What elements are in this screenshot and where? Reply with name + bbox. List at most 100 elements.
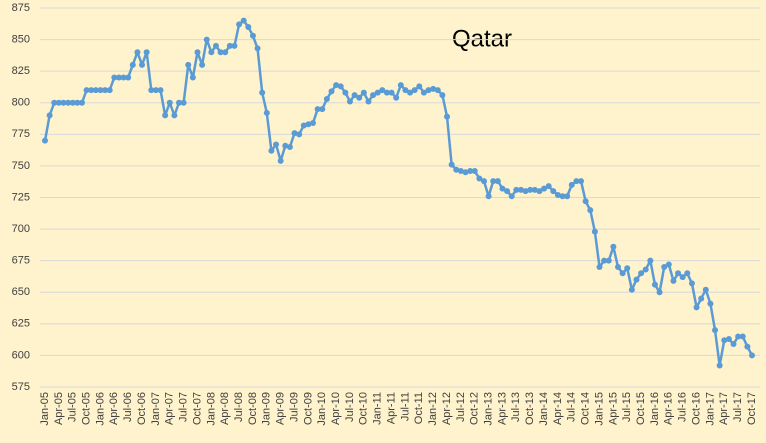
x-tick-label: Jan-11 (372, 392, 384, 425)
marker (337, 83, 344, 90)
marker (480, 178, 487, 185)
marker (642, 266, 649, 273)
marker (739, 333, 746, 340)
marker (51, 99, 58, 106)
marker (439, 92, 446, 99)
marker (263, 109, 270, 116)
marker (300, 122, 307, 129)
marker (171, 112, 178, 119)
x-tick-label: Jul-13 (510, 392, 522, 422)
marker (46, 112, 53, 119)
y-tick-label: 650 (12, 286, 30, 298)
marker (249, 32, 256, 39)
marker (601, 257, 608, 264)
marker (448, 161, 455, 168)
marker (420, 89, 427, 96)
marker (467, 167, 474, 174)
x-tick-label: Jan-05 (39, 392, 51, 426)
y-tick-label: 850 (12, 33, 30, 45)
marker (346, 98, 353, 105)
marker (578, 178, 585, 185)
marker (305, 121, 312, 128)
marker (111, 74, 118, 81)
x-tick-label: Jan-10 (316, 392, 328, 426)
marker (148, 87, 155, 94)
marker (180, 99, 187, 106)
marker (471, 167, 478, 174)
marker (665, 261, 672, 268)
marker (661, 263, 668, 270)
marker (296, 131, 303, 138)
marker (152, 87, 159, 94)
marker (42, 137, 48, 144)
marker (633, 276, 640, 283)
marker (282, 142, 289, 149)
marker (536, 188, 543, 195)
marker (707, 300, 714, 307)
marker (226, 42, 233, 49)
x-tick-label: Jul-12 (455, 392, 467, 422)
y-tick-label: 675 (12, 255, 30, 267)
marker (605, 257, 612, 264)
x-tick-label: Oct-05 (80, 392, 92, 425)
marker (222, 49, 229, 56)
x-tick-label: Oct-10 (358, 392, 370, 425)
x-tick-label: Apr-17 (718, 392, 730, 425)
marker (97, 87, 104, 94)
marker (554, 191, 561, 198)
marker (60, 99, 67, 106)
marker (494, 178, 501, 185)
marker (402, 87, 409, 94)
x-tick-label: Oct-16 (690, 392, 702, 425)
x-tick-label: Apr-09 (275, 392, 287, 425)
marker (619, 270, 626, 277)
y-tick-label: 800 (12, 97, 30, 109)
x-tick-label: Jan-16 (649, 392, 661, 426)
marker (199, 61, 206, 68)
marker (457, 167, 464, 174)
marker (134, 49, 141, 56)
marker (522, 188, 529, 195)
marker (259, 89, 266, 96)
marker (129, 61, 136, 68)
marker (499, 185, 506, 192)
marker (162, 112, 169, 119)
marker (517, 186, 524, 193)
y-tick-label: 875 (12, 2, 30, 14)
y-tick-label: 625 (12, 318, 30, 330)
marker (166, 99, 173, 106)
marker (675, 270, 682, 277)
marker (430, 85, 437, 92)
marker (194, 49, 201, 56)
x-tick-label: Apr-14 (552, 392, 564, 425)
marker (240, 17, 247, 24)
x-tick-label: Jan-12 (427, 392, 439, 426)
marker (351, 92, 358, 99)
marker (203, 36, 210, 43)
y-tick-label: 725 (12, 191, 30, 203)
marker (407, 89, 414, 96)
x-tick-label: Oct-12 (469, 392, 481, 425)
marker (568, 181, 575, 188)
marker (92, 87, 99, 94)
marker (656, 289, 663, 296)
marker (559, 193, 566, 200)
marker (712, 327, 719, 334)
marker (411, 87, 418, 94)
x-tick-label: Oct-15 (635, 392, 647, 425)
marker (286, 143, 293, 150)
marker (744, 343, 751, 350)
marker (591, 228, 598, 235)
x-tick-label: Apr-05 (53, 392, 65, 425)
marker (614, 263, 621, 270)
marker (702, 286, 709, 293)
marker (684, 270, 691, 277)
x-tick-label: Apr-13 (496, 392, 508, 425)
x-tick-label: Oct-17 (746, 392, 758, 425)
x-tick-label: Jan-17 (704, 392, 716, 426)
marker (434, 87, 441, 94)
marker (628, 286, 635, 293)
marker (314, 106, 321, 113)
marker (564, 193, 571, 200)
